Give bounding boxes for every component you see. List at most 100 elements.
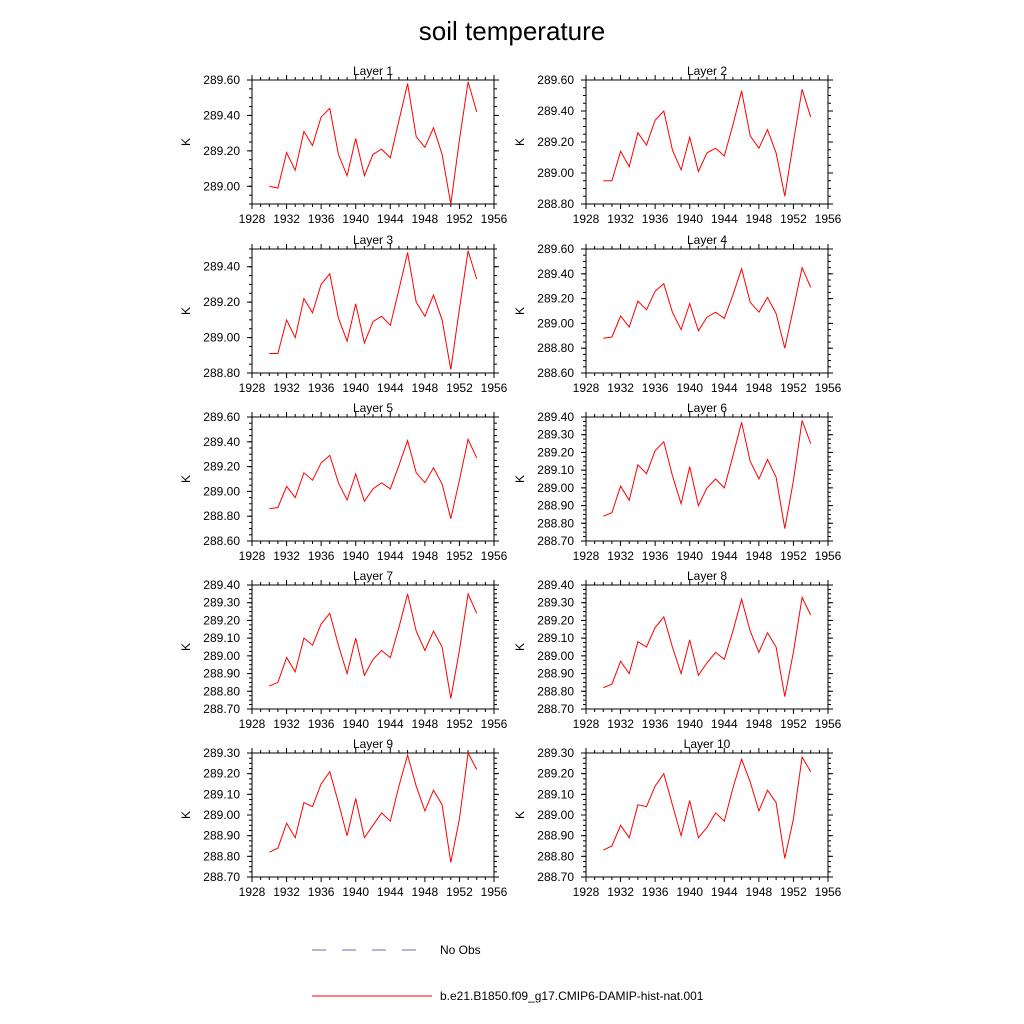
- layer-10-plot-frame: [585, 752, 829, 878]
- layer-8-xtick-label: 1944: [711, 717, 738, 731]
- layer-8-series-line: [603, 595, 812, 697]
- layer-9-ytick-label: 288.80: [203, 849, 240, 863]
- layer-6-xtick-label: 1952: [780, 549, 807, 563]
- layer-3-plot-frame: [251, 248, 495, 374]
- layer-4-xtick-label: 1956: [815, 381, 842, 395]
- layer-1-plot-frame: [251, 79, 495, 205]
- layer-7-ytick-label: 289.20: [203, 613, 240, 627]
- layer-1-ylabel: K: [179, 138, 193, 146]
- layer-9-ytick-label: 289.20: [203, 767, 240, 781]
- layer-2-panel: Layer 2 K 1928 1932 1936 1940 1944 1948 1952 1956…: [513, 64, 842, 226]
- layer-5-panel: Layer 5 K 1928 1932 1936 1940 1944 1948 1952 1956…: [179, 401, 508, 563]
- layer-6-ytick-label: 288.90: [537, 499, 574, 513]
- layer-9-series-line: [269, 751, 478, 863]
- layer-7-ytick-label: 289.10: [203, 631, 240, 645]
- layer-10-xtick-label: 1940: [676, 885, 703, 899]
- layer-4-title: Layer 4: [687, 233, 727, 247]
- layer-3-ytick-label: 289.00: [203, 331, 240, 345]
- layer-8-ytick-label: 288.80: [537, 684, 574, 698]
- layer-4-xtick-label: 1948: [746, 381, 773, 395]
- layer-5-series-line: [269, 437, 478, 519]
- layer-3-ytick-label: 289.40: [203, 260, 240, 274]
- layer-8-xtick-label: 1928: [573, 717, 600, 731]
- layer-8-xtick-label: 1936: [642, 717, 669, 731]
- layer-2-xtick-label: 1952: [780, 212, 807, 226]
- layer-4-ytick-label: 288.80: [537, 341, 574, 355]
- layer-10-xtick-label: 1936: [642, 885, 669, 899]
- layer-4-ytick-label: 288.60: [537, 366, 574, 380]
- layer-7-title: Layer 7: [353, 569, 393, 583]
- layer-9-panel: Layer 9 K 1928 1932 1936 1940 1944 1948 1952 1956…: [179, 737, 508, 899]
- layer-6-ytick-label: 289.40: [537, 410, 574, 424]
- layer-2-xtick-label: 1948: [746, 212, 773, 226]
- layer-6-xtick-label: 1948: [746, 549, 773, 563]
- layer-1-xtick-label: 1956: [481, 212, 508, 226]
- layer-4-xtick-label: 1940: [676, 381, 703, 395]
- layer-9-xtick-label: 1944: [377, 885, 404, 899]
- layer-7-plot-frame: [251, 584, 495, 710]
- layer-2-ytick-label: 289.00: [537, 166, 574, 180]
- layer-1-xtick-label: 1928: [239, 212, 266, 226]
- layer-5-ytick-label: 288.80: [203, 509, 240, 523]
- layer-8-title: Layer 8: [687, 569, 727, 583]
- layer-9-xtick-label: 1936: [308, 885, 335, 899]
- layer-1-xtick-label: 1932: [273, 212, 300, 226]
- layer-7-xtick-label: 1944: [377, 717, 404, 731]
- layer-2-xtick-label: 1932: [607, 212, 634, 226]
- layer-4-xtick-label: 1932: [607, 381, 634, 395]
- layer-7-ytick-label: 289.30: [203, 596, 240, 610]
- layer-10-xtick-label: 1952: [780, 885, 807, 899]
- layer-2-ytick-label: 288.80: [537, 197, 574, 211]
- layer-1-xtick-label: 1936: [308, 212, 335, 226]
- layer-6-ytick-label: 289.20: [537, 445, 574, 459]
- layer-8-ytick-label: 289.10: [537, 631, 574, 645]
- layer-3-xtick-label: 1936: [308, 381, 335, 395]
- layer-3-ytick-label: 289.20: [203, 295, 240, 309]
- layer-3-xtick-label: 1948: [412, 381, 439, 395]
- layer-2-series-line: [603, 89, 812, 197]
- layer-8-xtick-label: 1948: [746, 717, 773, 731]
- layer-8-panel: Layer 8 K 1928 1932 1936 1940 1944 1948 1952 1956…: [513, 569, 842, 731]
- layer-1-panel: Layer 1 K 1928 1932 1936 1940 1944 1948 1952 1956…: [179, 64, 508, 226]
- layer-4-xtick-label: 1944: [711, 381, 738, 395]
- layer-4-xtick-label: 1952: [780, 381, 807, 395]
- layer-3-xtick-label: 1940: [342, 381, 369, 395]
- layer-10-xtick-label: 1928: [573, 885, 600, 899]
- layer-10-ylabel: K: [513, 811, 527, 819]
- layer-6-ytick-label: 289.00: [537, 481, 574, 495]
- layer-3-panel: Layer 3 K 1928 1932 1936 1940 1944 1948 1952 1956…: [179, 233, 508, 395]
- layer-6-ytick-label: 288.80: [537, 516, 574, 530]
- layer-7-xtick-label: 1948: [412, 717, 439, 731]
- layer-10-xtick-label: 1944: [711, 885, 738, 899]
- layer-8-ytick-label: 288.90: [537, 667, 574, 681]
- layer-3-xtick-label: 1928: [239, 381, 266, 395]
- layer-4-series-line: [603, 265, 812, 349]
- layer-5-xtick-label: 1952: [446, 549, 473, 563]
- layer-5-xtick-label: 1956: [481, 549, 508, 563]
- figure-title: soil temperature: [419, 16, 605, 46]
- layer-10-panel: Layer 10 K 1928 1932 1936 1940 1944 1948 1952 195…: [513, 737, 842, 899]
- layer-7-xtick-label: 1952: [446, 717, 473, 731]
- layer-6-title: Layer 6: [687, 401, 727, 415]
- layer-6-xtick-label: 1928: [573, 549, 600, 563]
- layer-7-xtick-label: 1932: [273, 717, 300, 731]
- layer-5-xtick-label: 1928: [239, 549, 266, 563]
- layer-1-xtick-label: 1940: [342, 212, 369, 226]
- layer-10-xtick-label: 1956: [815, 885, 842, 899]
- layer-7-series-line: [269, 592, 478, 699]
- layer-4-xtick-label: 1936: [642, 381, 669, 395]
- layer-5-ytick-label: 289.60: [203, 410, 240, 424]
- layer-5-xtick-label: 1932: [273, 549, 300, 563]
- layer-2-ytick-label: 289.20: [537, 135, 574, 149]
- layer-1-xtick-label: 1948: [412, 212, 439, 226]
- layer-5-ytick-label: 289.20: [203, 460, 240, 474]
- legend-model-label: b.e21.B1850.f09_g17.CMIP6-DAMIP-hist-nat…: [440, 989, 704, 1003]
- layer-10-ytick-label: 289.00: [537, 808, 574, 822]
- layer-8-ytick-label: 289.30: [537, 596, 574, 610]
- layer-1-title: Layer 1: [353, 64, 393, 78]
- layer-10-ytick-label: 288.80: [537, 849, 574, 863]
- layer-5-xtick-label: 1948: [412, 549, 439, 563]
- layer-7-xtick-label: 1956: [481, 717, 508, 731]
- layer-1-xtick-label: 1944: [377, 212, 404, 226]
